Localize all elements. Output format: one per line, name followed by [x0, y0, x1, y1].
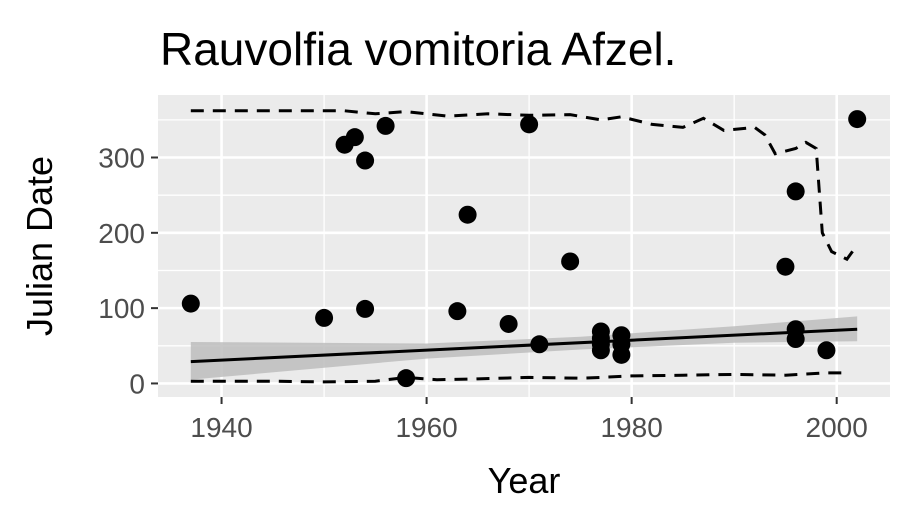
y-axis: 0 100 200 300: [98, 143, 158, 399]
data-point: [817, 341, 836, 360]
data-point: [345, 128, 364, 147]
confidence-band-layer: [190, 316, 858, 380]
data-points: [181, 110, 867, 388]
data-point: [776, 257, 795, 276]
data-point: [848, 110, 867, 129]
trend-line: [190, 327, 858, 364]
quantile-lines-layer: [190, 109, 859, 384]
data-point: [786, 330, 805, 349]
data-point: [356, 299, 375, 318]
data-point: [591, 341, 610, 360]
y-tick-label: 100: [98, 293, 145, 324]
x-tick-label: 1980: [600, 412, 662, 443]
data-point: [530, 335, 549, 354]
data-point: [448, 302, 467, 321]
x-axis-title: Year: [488, 460, 561, 501]
y-tick-label: 200: [98, 218, 145, 249]
data-point: [458, 205, 477, 224]
data-point: [612, 345, 631, 364]
lower-quantile-line: [190, 371, 847, 384]
data-point: [397, 369, 416, 388]
x-tick-label: 2000: [806, 412, 868, 443]
data-point: [376, 116, 395, 135]
data-point: [181, 294, 200, 313]
data-point: [499, 314, 518, 333]
y-tick-label: 300: [98, 143, 145, 174]
data-point: [356, 151, 375, 170]
x-axis: 1940 1960 1980 2000: [190, 397, 868, 443]
y-axis-title: Julian Date: [19, 156, 60, 336]
upper-quantile-line: [190, 109, 859, 262]
x-tick-label: 1960: [395, 412, 457, 443]
y-tick-label: 0: [129, 368, 145, 399]
data-point: [315, 308, 334, 327]
chart-title: Rauvolfia vomitoria Afzel.: [160, 23, 676, 75]
data-point: [786, 182, 805, 201]
data-point: [561, 252, 580, 271]
confidence-band: [190, 316, 858, 380]
data-point: [520, 115, 539, 134]
trend-line-layer: [190, 327, 858, 364]
x-tick-label: 1940: [190, 412, 252, 443]
